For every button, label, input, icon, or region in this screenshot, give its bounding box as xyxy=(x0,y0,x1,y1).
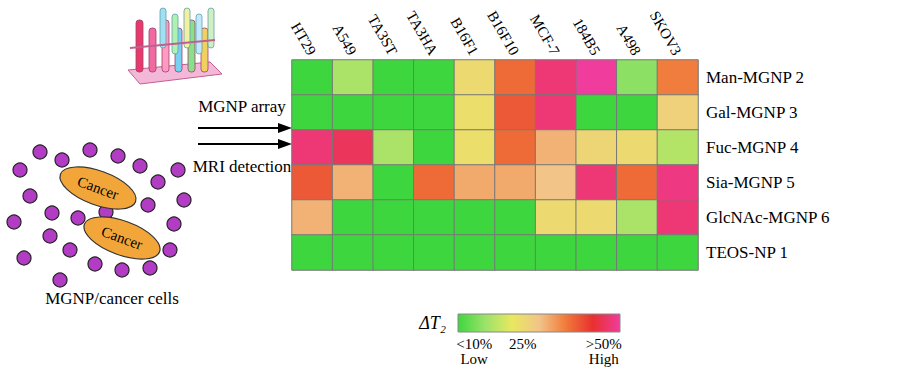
svg-text:Low: Low xyxy=(460,351,488,367)
svg-text:Cancer: Cancer xyxy=(99,223,144,253)
svg-text:MCF-7: MCF-7 xyxy=(527,12,563,59)
svg-text:184B5: 184B5 xyxy=(570,15,604,58)
svg-text:TA3HA: TA3HA xyxy=(403,8,441,58)
svg-text:MGNP array: MGNP array xyxy=(198,97,286,116)
svg-text:TEOS-NP 1: TEOS-NP 1 xyxy=(706,243,788,262)
svg-text:ΔT₂: ΔT₂ xyxy=(418,313,446,333)
svg-text:B16F10: B16F10 xyxy=(484,8,522,58)
svg-text:B16F1: B16F1 xyxy=(447,15,481,58)
svg-text:A498: A498 xyxy=(614,21,645,58)
svg-text:High: High xyxy=(589,351,620,367)
svg-text:Man-MGNP 2: Man-MGNP 2 xyxy=(706,68,804,87)
svg-text:<10%: <10% xyxy=(456,336,492,352)
svg-text:Gal-MGNP 3: Gal-MGNP 3 xyxy=(706,103,797,122)
svg-text:MRI detection: MRI detection xyxy=(193,157,292,176)
svg-text:>50%: >50% xyxy=(586,336,622,352)
svg-text:MGNP/cancer cells: MGNP/cancer cells xyxy=(45,289,179,308)
svg-text:A549: A549 xyxy=(329,21,360,58)
svg-text:HT29: HT29 xyxy=(288,20,319,58)
svg-text:SKOV3: SKOV3 xyxy=(647,8,685,58)
svg-text:Fuc-MGNP 4: Fuc-MGNP 4 xyxy=(706,138,799,157)
svg-text:TA3ST: TA3ST xyxy=(365,12,401,58)
svg-text:GlcNAc-MGNP 6: GlcNAc-MGNP 6 xyxy=(706,208,830,227)
svg-text:25%: 25% xyxy=(509,336,537,352)
svg-text:Cancer: Cancer xyxy=(75,173,120,203)
svg-text:Sia-MGNP 5: Sia-MGNP 5 xyxy=(706,173,795,192)
